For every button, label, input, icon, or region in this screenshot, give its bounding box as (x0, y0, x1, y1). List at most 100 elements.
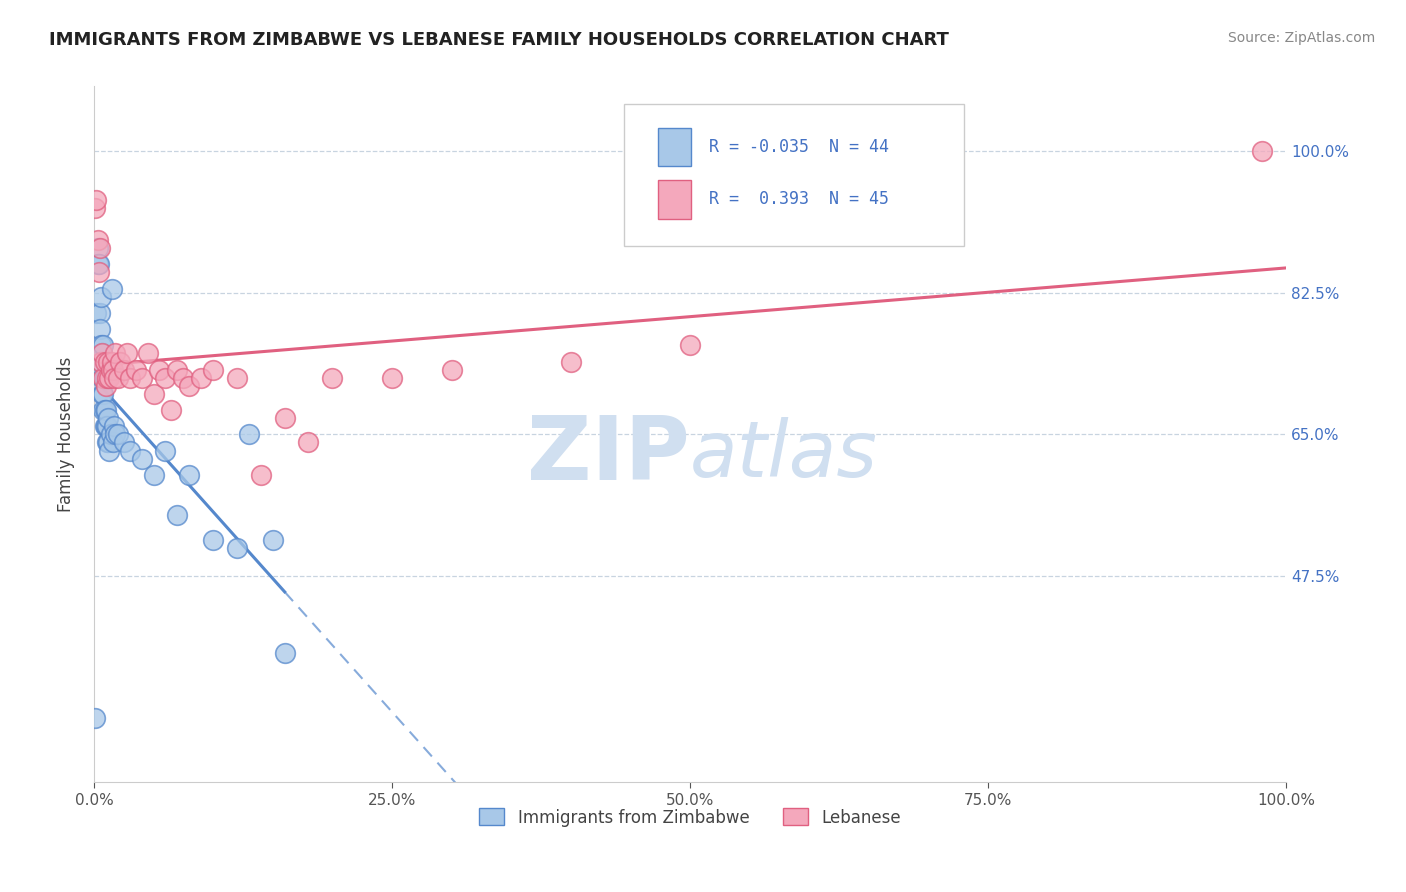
Point (238, 427, 260, 442)
FancyBboxPatch shape (658, 180, 692, 219)
Point (142, 387, 165, 401)
Point (96, 419, 118, 434)
Point (94, 379, 117, 393)
Point (91, 387, 114, 401)
Point (321, 370, 343, 384)
Point (103, 419, 125, 434)
Point (89, 241, 111, 255)
Text: ZIP: ZIP (527, 412, 690, 499)
FancyBboxPatch shape (658, 128, 692, 167)
Point (90, 354, 112, 368)
Legend: Immigrants from Zimbabwe, Lebanese: Immigrants from Zimbabwe, Lebanese (472, 802, 907, 833)
Point (93, 387, 115, 401)
Point (131, 451, 153, 466)
Point (101, 362, 124, 376)
Point (97, 354, 120, 368)
Point (1251, 144, 1274, 158)
Point (440, 362, 463, 376)
Point (107, 370, 129, 384)
Point (679, 338, 702, 352)
Point (91, 346, 114, 360)
Point (142, 467, 165, 482)
Point (96, 370, 118, 384)
Point (101, 282, 124, 296)
Point (179, 467, 201, 482)
Point (104, 427, 127, 442)
Point (89, 322, 111, 336)
Text: Source: ZipAtlas.com: Source: ZipAtlas.com (1227, 31, 1375, 45)
Point (93, 403, 115, 417)
Point (93, 419, 115, 434)
Text: R =  0.393  N = 45: R = 0.393 N = 45 (709, 191, 889, 209)
Point (86, 241, 108, 255)
Text: R = -0.035  N = 44: R = -0.035 N = 44 (709, 138, 889, 156)
Y-axis label: Family Households: Family Households (58, 357, 75, 512)
Point (560, 354, 582, 368)
Point (262, 533, 284, 547)
Point (155, 370, 177, 384)
Point (90, 338, 112, 352)
Point (118, 443, 141, 458)
Point (90, 290, 112, 304)
Point (160, 403, 183, 417)
Point (93, 370, 115, 384)
Point (93, 354, 115, 368)
Point (202, 533, 225, 547)
Point (112, 435, 135, 450)
Point (97, 411, 120, 425)
Point (297, 435, 319, 450)
Point (87, 265, 110, 279)
Point (97, 435, 120, 450)
Point (131, 370, 153, 384)
Point (98, 370, 121, 384)
Point (87, 257, 110, 271)
Point (155, 443, 177, 458)
Point (117, 346, 139, 360)
Point (86, 233, 108, 247)
Point (96, 435, 118, 450)
Point (91, 370, 114, 384)
Point (94, 403, 117, 417)
Point (202, 362, 225, 376)
Point (112, 362, 135, 376)
Point (381, 370, 404, 384)
Point (101, 435, 124, 450)
Point (226, 370, 249, 384)
Point (93, 403, 115, 417)
Text: IMMIGRANTS FROM ZIMBABWE VS LEBANESE FAMILY HOUSEHOLDS CORRELATION CHART: IMMIGRANTS FROM ZIMBABWE VS LEBANESE FAM… (49, 31, 949, 49)
Point (86, 306, 108, 320)
Point (93, 338, 115, 352)
Point (94, 419, 117, 434)
Point (84, 710, 107, 724)
Point (172, 370, 194, 384)
Point (148, 362, 170, 376)
Point (91, 346, 114, 360)
FancyBboxPatch shape (624, 103, 965, 246)
Point (273, 646, 295, 660)
Point (250, 467, 273, 482)
Point (98, 443, 121, 458)
Point (93, 370, 115, 384)
Point (118, 370, 141, 384)
Text: atlas: atlas (690, 417, 877, 493)
Point (108, 354, 131, 368)
Point (136, 346, 159, 360)
Point (90, 354, 112, 368)
Point (107, 427, 129, 442)
Point (190, 370, 212, 384)
Point (89, 306, 111, 320)
Point (273, 411, 295, 425)
Point (103, 370, 125, 384)
Point (100, 362, 122, 376)
Point (86, 257, 108, 271)
Point (166, 362, 188, 376)
Point (166, 508, 188, 523)
Point (101, 354, 124, 368)
Point (86, 193, 108, 207)
Point (226, 541, 249, 555)
Point (179, 379, 201, 393)
Point (104, 346, 127, 360)
Point (124, 362, 146, 376)
Point (100, 427, 122, 442)
Point (84, 201, 107, 215)
